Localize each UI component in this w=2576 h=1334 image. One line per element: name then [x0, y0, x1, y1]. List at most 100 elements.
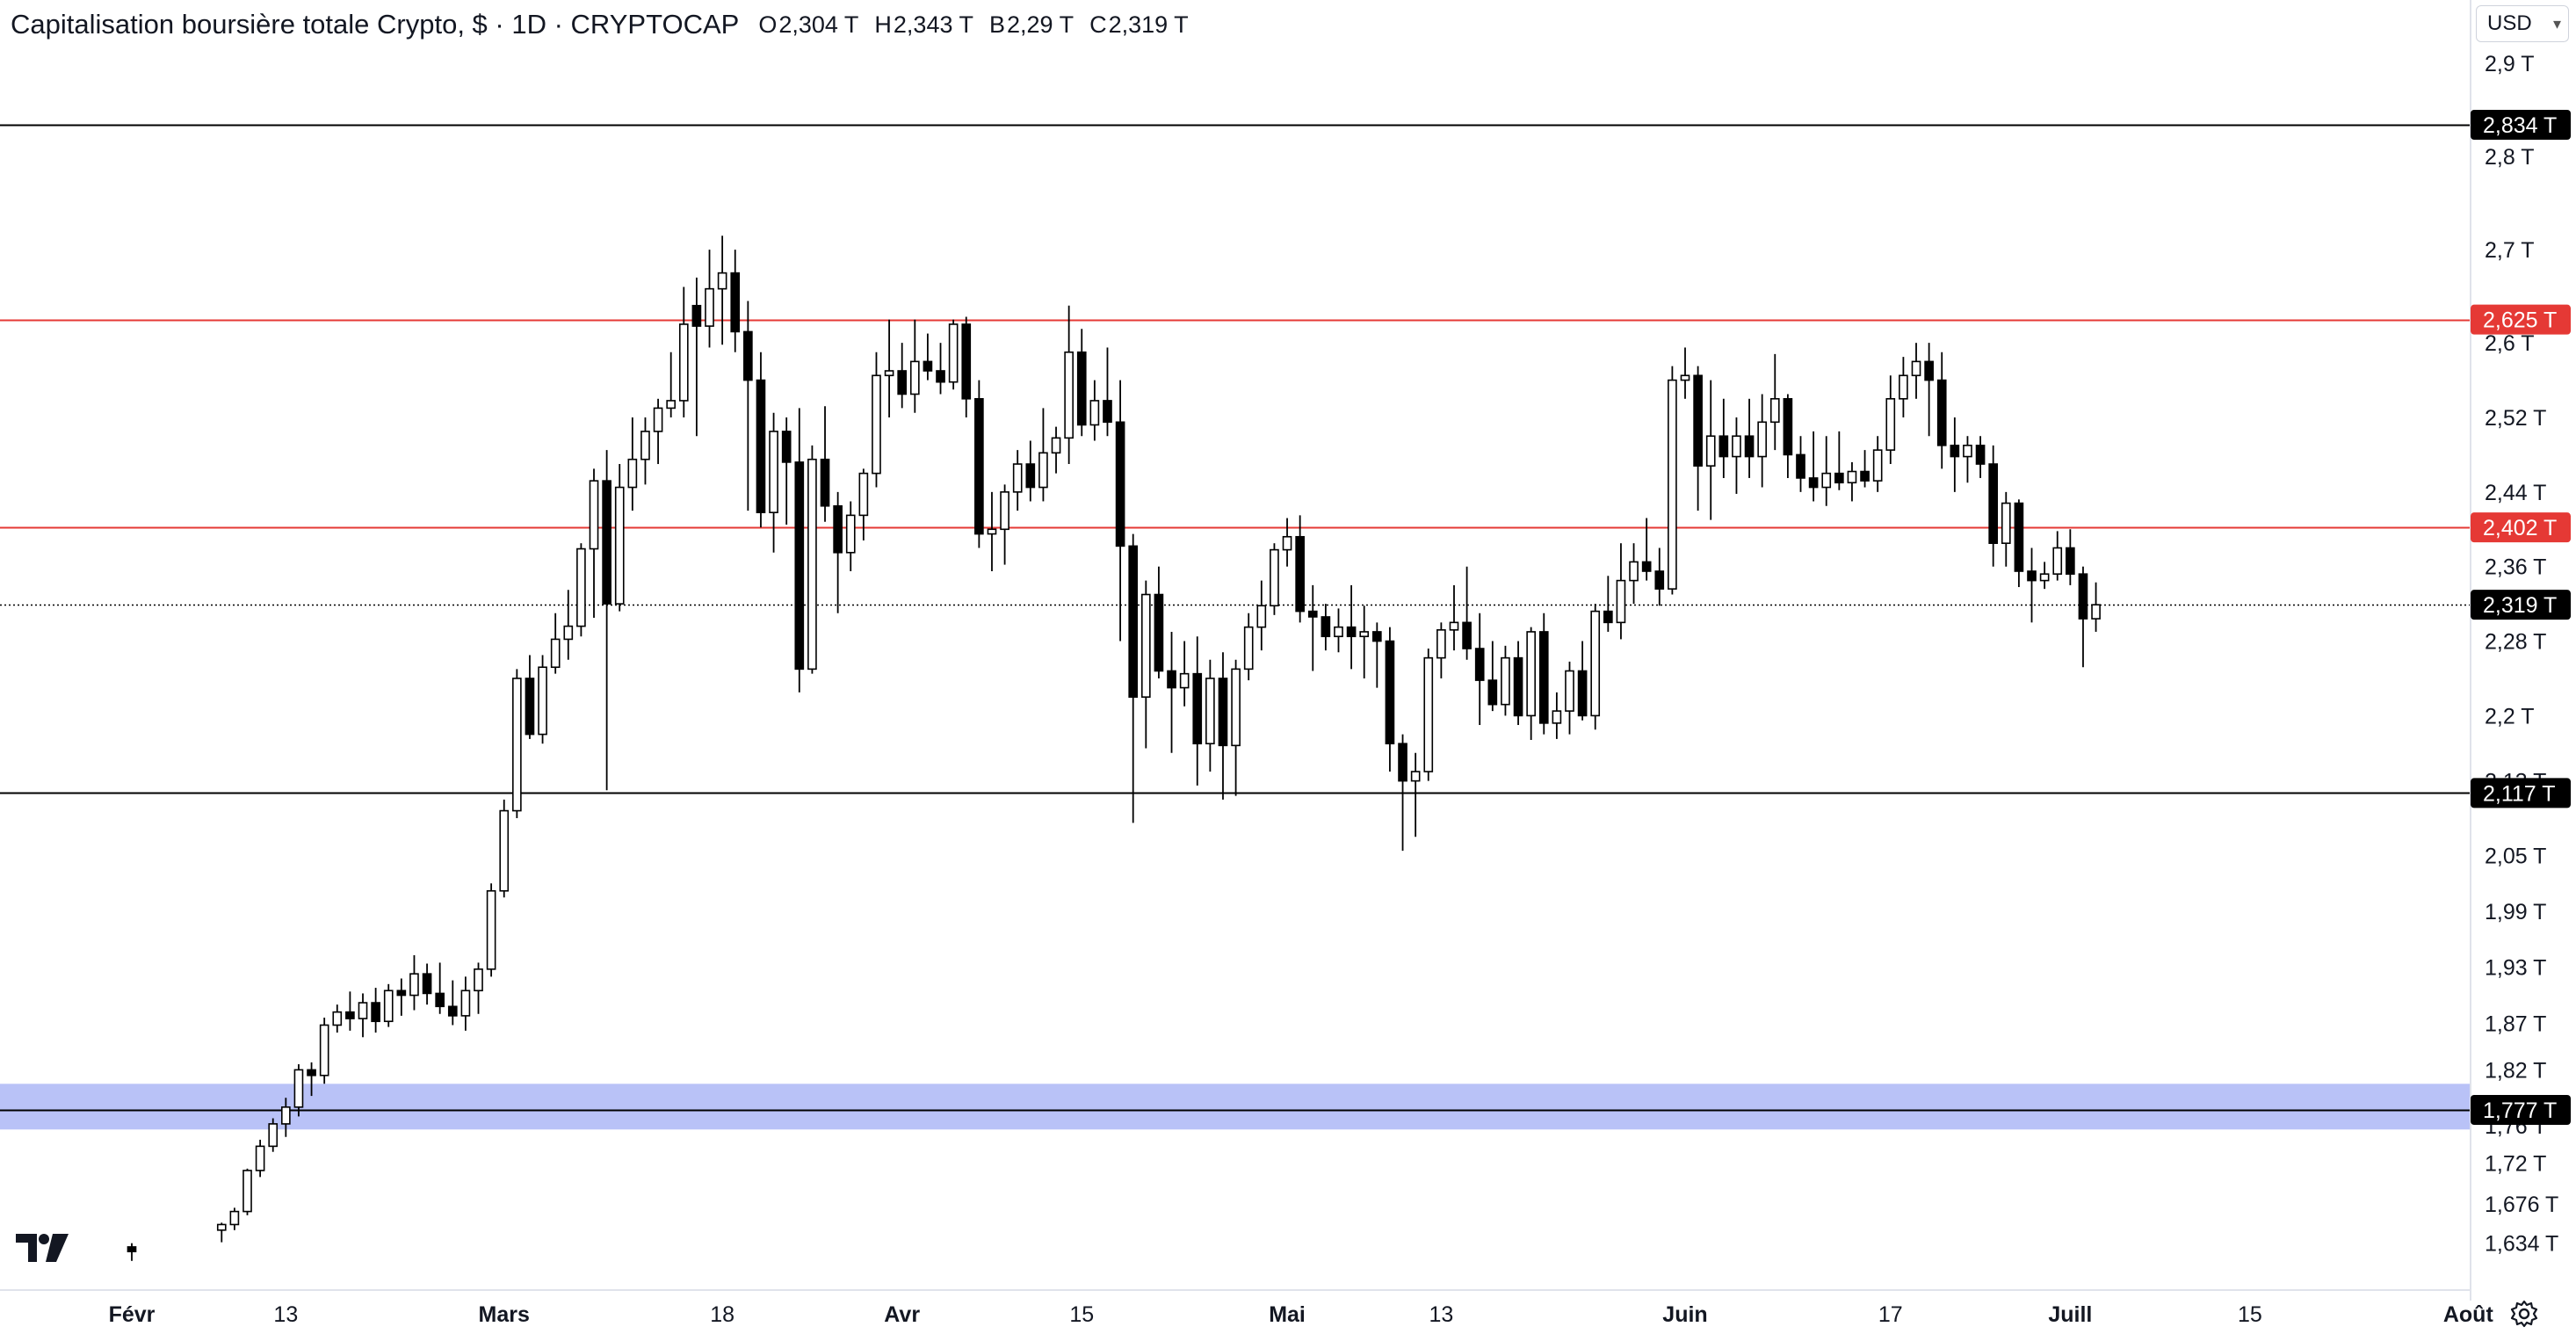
price-tick-label: 1,93 T: [2485, 956, 2546, 981]
bullish-candle: [1436, 622, 1446, 678]
bullish-candle: [769, 412, 778, 553]
ohlc-low: B 2,29 T: [989, 11, 1074, 39]
candle-body: [1359, 631, 1370, 638]
candle-body: [589, 480, 599, 550]
candle-body: [1899, 374, 1908, 400]
bullish-candle: [884, 319, 894, 418]
bullish-candle: [474, 962, 483, 1014]
time-tick-label: Juin: [1662, 1302, 1707, 1327]
bearish-candle: [1975, 436, 1986, 478]
bullish-candle: [1847, 461, 1857, 502]
bullish-candle: [872, 352, 881, 488]
candle-body: [653, 407, 663, 432]
bullish-candle: [1757, 394, 1767, 488]
candle-body: [396, 990, 407, 997]
bearish-candle: [127, 1243, 137, 1261]
ohlc-open-key: O: [758, 11, 778, 38]
bullish-candle: [1064, 305, 1074, 465]
ohlc-high: H 2,343 T: [874, 11, 973, 39]
bearish-candle: [1076, 329, 1087, 437]
bearish-candle: [897, 343, 908, 409]
candle-body: [474, 968, 483, 992]
ohlc-high-value: 2,343 T: [893, 11, 973, 38]
candle-body: [1025, 463, 1036, 489]
price-level-label-bg: [2471, 512, 2571, 543]
candle-body: [1847, 470, 1857, 484]
price-level-label-bg: [2471, 590, 2571, 620]
bullish-candle: [705, 250, 714, 348]
bearish-candle: [345, 991, 355, 1031]
candle-body: [1012, 463, 1023, 493]
candle-body: [1128, 545, 1139, 698]
tradingview-logo[interactable]: [14, 1232, 70, 1264]
price-level-label: 2,402 T: [2471, 512, 2571, 543]
candle-body: [897, 370, 908, 395]
bearish-candle: [1641, 518, 1652, 581]
candle-body: [909, 360, 920, 395]
candle-body: [627, 458, 638, 489]
gear-icon[interactable]: [2509, 1299, 2539, 1329]
bearish-candle: [396, 978, 407, 1016]
candle-body: [1808, 477, 1819, 489]
bullish-candle: [858, 468, 869, 541]
bullish-candle: [1963, 436, 1972, 483]
bearish-candle: [1154, 566, 1164, 678]
time-tick-label: 15: [1069, 1302, 1094, 1327]
ohlc-high-key: H: [874, 11, 892, 38]
time-tick-label: Févr: [109, 1302, 156, 1327]
bearish-candle: [602, 450, 611, 791]
bullish-candle: [1423, 649, 1434, 781]
bearish-candle: [1834, 431, 1844, 490]
candle-body: [705, 287, 714, 327]
candle-body: [358, 1002, 368, 1019]
bearish-candle: [1860, 450, 1870, 488]
candle-body: [1256, 605, 1267, 628]
price-level-label: 1,777 T: [2471, 1095, 2571, 1125]
candle-body: [1307, 610, 1318, 618]
candle-body: [563, 625, 574, 641]
candle-body: [845, 514, 856, 554]
bearish-candle: [794, 408, 805, 692]
bearish-candle: [730, 250, 741, 352]
bearish-candle: [1307, 584, 1318, 671]
candle-body: [807, 458, 817, 671]
bullish-candle: [1885, 375, 1896, 465]
candle-body: [1924, 360, 1934, 381]
bearish-candle: [1950, 417, 1960, 492]
bearish-candle: [691, 277, 702, 437]
price-tick-label: 1,99 T: [2485, 900, 2546, 924]
candle-body: [307, 1069, 316, 1077]
candle-body: [1975, 445, 1986, 465]
time-axis[interactable]: Févr 13 Mars 18 Avr 15 Mai 13 Juin 17 Juill 15 Août: [109, 1302, 2494, 1327]
bullish-candle: [550, 613, 561, 674]
bullish-candle: [1012, 450, 1023, 511]
price-level-label: 2,625 T: [2471, 304, 2571, 335]
time-tick-label: Avr: [884, 1302, 920, 1327]
candle-body: [1423, 656, 1434, 772]
candle-body: [319, 1024, 329, 1077]
bullish-candle: [1449, 584, 1459, 651]
candle-body: [1371, 631, 1382, 642]
candle-body: [1462, 621, 1472, 649]
bearish-candle: [743, 301, 753, 511]
bullish-candle: [1000, 484, 1009, 565]
candle-body: [1705, 435, 1716, 467]
price-tick-label: 2,2 T: [2485, 704, 2535, 729]
candle-body: [756, 379, 766, 513]
bullish-candle: [1410, 752, 1421, 837]
candle-body: [2039, 573, 2050, 582]
price-tick-label: 1,72 T: [2485, 1151, 2546, 1176]
bearish-candle: [422, 963, 432, 1005]
currency-select[interactable]: USD ▾: [2476, 5, 2569, 42]
time-tick-label: Août: [2443, 1302, 2494, 1327]
candle-body: [1821, 472, 1832, 489]
candle-body: [1334, 626, 1343, 638]
bearish-candle: [1115, 380, 1125, 642]
candle-body: [1385, 640, 1395, 745]
bearish-candle: [2078, 566, 2088, 668]
bullish-candle: [1270, 543, 1279, 615]
candle-body: [1744, 435, 1755, 458]
bullish-candle: [332, 1004, 343, 1033]
